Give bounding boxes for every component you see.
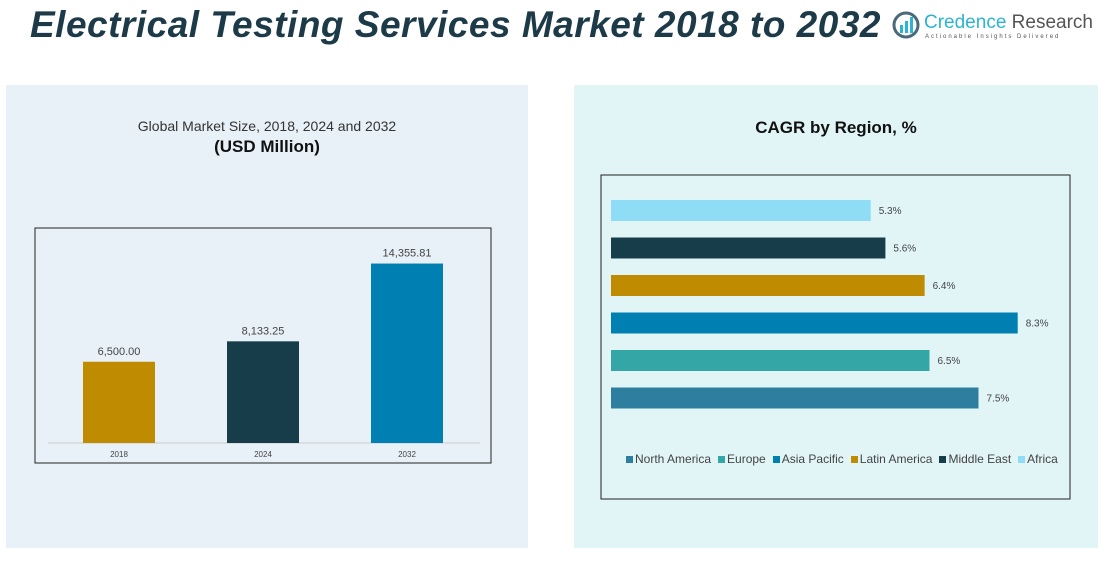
data-label: 5.6% xyxy=(893,244,916,255)
logo-tagline: Actionable Insights Delivered xyxy=(925,34,1061,40)
legend-label: Middle East xyxy=(948,452,1012,466)
chart-title: Global Market Size, 2018, 2024 and 2032 xyxy=(137,118,397,134)
data-label: 5.3% xyxy=(879,206,902,217)
legend-item: Latin America xyxy=(850,452,933,466)
legend-swatch xyxy=(939,456,947,463)
legend-label: North America xyxy=(635,452,712,466)
legend-item: Asia Pacific xyxy=(772,452,844,466)
data-label: 6.5% xyxy=(938,356,961,367)
bar-2018 xyxy=(83,361,155,443)
bar-europe xyxy=(611,350,930,371)
x-tick-label: 2018 xyxy=(110,450,128,459)
data-label: 7.5% xyxy=(987,394,1010,405)
chart-subtitle: (USD Million) xyxy=(214,137,320,156)
legend-label: Africa xyxy=(1027,452,1058,466)
legend-swatch xyxy=(1018,456,1026,463)
x-tick-label: 2024 xyxy=(254,450,272,459)
legend-swatch xyxy=(772,456,780,463)
legend-item: North America xyxy=(626,452,711,466)
legend-item: Middle East xyxy=(939,452,1011,466)
x-tick-label: 2032 xyxy=(398,450,416,459)
legend-item: Africa xyxy=(1018,452,1058,466)
bar-latin-america xyxy=(611,275,925,296)
legend-item: Europe xyxy=(718,452,766,466)
legend-swatch xyxy=(850,456,858,463)
data-label: 14,355.81 xyxy=(383,248,432,260)
legend-swatch xyxy=(718,456,726,463)
chart-title: CAGR by Region, % xyxy=(755,118,917,137)
bar-north-america xyxy=(611,387,979,409)
bar-asia-pacific xyxy=(611,312,1018,334)
logo-name: Credence Research xyxy=(924,12,1093,33)
bar-middle-east xyxy=(611,237,886,259)
bar-africa xyxy=(611,200,871,221)
legend-label: Asia Pacific xyxy=(781,452,844,466)
data-label: 8,133.25 xyxy=(242,325,285,337)
legend-label: Europe xyxy=(727,452,766,466)
data-label: 6,500.00 xyxy=(98,346,141,358)
legend-label: Latin America xyxy=(859,452,933,466)
legend-swatch xyxy=(626,456,633,463)
page-title: Electrical Testing Services Market 2018 … xyxy=(30,4,881,45)
legend: North America Europe Asia Pacific Latin Ame… xyxy=(626,452,1058,466)
logo: Credence Research Actionable Insights De… xyxy=(892,10,1093,44)
data-label: 6.4% xyxy=(933,281,956,292)
bar-2032 xyxy=(371,263,443,443)
data-label: 8.3% xyxy=(1026,319,1049,330)
logo-chart-icon xyxy=(892,11,920,39)
bar-2024 xyxy=(227,341,299,443)
